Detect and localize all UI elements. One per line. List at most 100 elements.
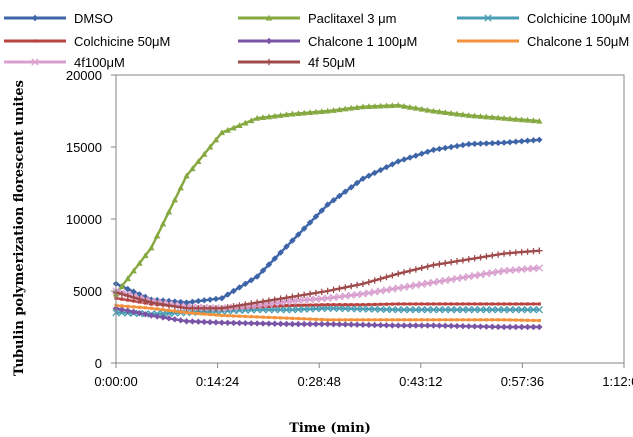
- data-point: [326, 303, 330, 307]
- data-point: [271, 255, 278, 262]
- data-point: [290, 303, 294, 307]
- data-point: [400, 103, 408, 109]
- data-point: [367, 318, 371, 322]
- data-point: [132, 299, 136, 303]
- data-point: [283, 294, 290, 301]
- data-point: [279, 316, 283, 320]
- data-point: [359, 175, 367, 182]
- data-point: [284, 304, 289, 308]
- data-point: [265, 113, 273, 120]
- data-point: [230, 124, 237, 131]
- data-point: [183, 305, 190, 312]
- data-point: [524, 323, 531, 331]
- data-point: [259, 298, 267, 305]
- legend-marker: [33, 39, 37, 43]
- legend-marker: [265, 14, 273, 21]
- data-point: [212, 295, 220, 303]
- data-point: [288, 297, 297, 305]
- data-point: [383, 163, 390, 171]
- data-point: [400, 322, 408, 329]
- data-point: [341, 304, 349, 313]
- data-point: [506, 139, 514, 146]
- data-point: [483, 253, 490, 260]
- data-point: [142, 252, 149, 259]
- data-point: [530, 247, 537, 255]
- data-point: [136, 309, 143, 317]
- data-point: [453, 142, 461, 150]
- data-point: [531, 302, 536, 306]
- data-point: [536, 247, 543, 254]
- data-point: [336, 321, 343, 328]
- data-point: [470, 306, 479, 314]
- data-point: [212, 136, 220, 143]
- data-point: [365, 321, 373, 329]
- series-4f-50-m: [112, 247, 543, 312]
- data-point: [453, 306, 461, 314]
- data-point: [295, 110, 302, 116]
- data-point: [277, 112, 284, 118]
- data-point: [471, 323, 478, 330]
- data-point: [400, 156, 408, 163]
- legend-item-chalcone-1-50-m: Chalcone 1 50μM: [457, 34, 629, 49]
- data-point: [312, 108, 320, 115]
- data-point: [276, 298, 285, 307]
- legend-item-dmso: DMSO: [4, 11, 113, 26]
- data-point: [478, 302, 483, 306]
- data-point: [483, 323, 490, 330]
- data-point: [530, 323, 537, 331]
- data-point: [306, 109, 314, 115]
- legend-label: Colchicine 100μM: [527, 11, 631, 26]
- data-point: [248, 300, 255, 307]
- data-point: [224, 127, 231, 133]
- series-chalcone-1-50-m: [114, 303, 541, 323]
- data-point: [290, 316, 294, 320]
- series-paclitaxel-3-m: [112, 102, 543, 297]
- data-point: [496, 302, 500, 306]
- data-point: [300, 109, 308, 116]
- data-point: [337, 303, 342, 307]
- data-point: [153, 296, 161, 304]
- legend-marker: [486, 39, 490, 43]
- data-point: [349, 318, 353, 322]
- data-point: [424, 106, 431, 113]
- data-point: [184, 311, 189, 315]
- data-point: [220, 313, 224, 318]
- data-point: [489, 323, 496, 330]
- data-point: [494, 306, 502, 314]
- data-point: [259, 114, 267, 121]
- data-point: [430, 146, 437, 154]
- data-point: [130, 288, 137, 295]
- data-point: [471, 112, 478, 119]
- data-point: [161, 308, 165, 312]
- data-point: [265, 261, 273, 268]
- data-point: [242, 119, 249, 126]
- data-point: [483, 113, 490, 120]
- data-point: [406, 267, 414, 275]
- data-point: [361, 318, 365, 322]
- data-point: [471, 255, 478, 262]
- data-point: [318, 207, 325, 214]
- data-point: [529, 264, 538, 273]
- data-point: [420, 318, 424, 322]
- legend-marker: [31, 58, 39, 66]
- data-point: [255, 315, 259, 319]
- data-point: [355, 303, 359, 307]
- data-point: [449, 318, 453, 322]
- data-point: [420, 302, 424, 306]
- data-point: [383, 322, 390, 329]
- data-point: [300, 296, 308, 304]
- data-point: [482, 270, 491, 278]
- data-point: [347, 321, 355, 328]
- data-point: [171, 316, 178, 323]
- data-point: [177, 304, 184, 311]
- data-point: [267, 315, 271, 319]
- data-point: [518, 138, 525, 145]
- data-point: [537, 318, 541, 323]
- data-point: [343, 318, 347, 322]
- data-point: [189, 165, 196, 172]
- legend-label: Paclitaxel 3 μm: [308, 11, 396, 26]
- data-point: [459, 322, 467, 330]
- data-point: [384, 302, 389, 306]
- data-point: [206, 143, 214, 150]
- data-point: [376, 287, 385, 295]
